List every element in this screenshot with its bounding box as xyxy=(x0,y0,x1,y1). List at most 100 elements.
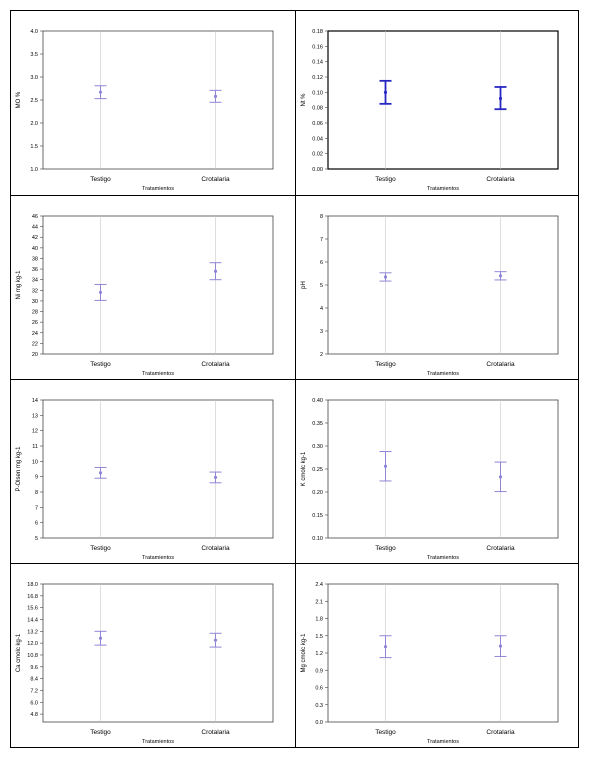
figure-grid: 1.0 1.5 2.0 2.5 3.0 3.5 4.0 MO % Testigo Crotalar… xyxy=(10,10,579,748)
mean-point xyxy=(98,636,103,640)
y-tick-label: 7.2 xyxy=(30,688,38,694)
x-tick-label: Testigo xyxy=(375,176,396,183)
y-tick-label: 6.0 xyxy=(30,700,38,706)
y-tick-label: 4.0 xyxy=(30,29,38,35)
y-tick-label: 4.8 xyxy=(30,712,38,718)
plot-frame xyxy=(327,399,559,539)
y-tick-label: 18.0 xyxy=(27,582,38,588)
y-tick-label: 0.6 xyxy=(315,686,323,692)
mean-point xyxy=(213,638,218,642)
y-tick-label: 0.08 xyxy=(312,106,323,112)
y-tick-label: 8 xyxy=(35,490,38,496)
chart-svg: 5 6 7 8 9 10 11 12 13 14 P-Olsen mg kg-1 Testigo Cro… xyxy=(16,398,274,561)
x-tick-label: Crotalaria xyxy=(486,729,515,736)
y-tick-label: 20 xyxy=(32,352,38,358)
plot-frame xyxy=(327,215,559,355)
x-tick-label: Testigo xyxy=(375,545,396,552)
y-tick-label: 2.0 xyxy=(30,121,38,127)
y-tick-label: 0.10 xyxy=(312,536,323,542)
mean-point xyxy=(213,94,218,98)
y-tick-label: 8 xyxy=(320,214,323,220)
y-tick-label: 34 xyxy=(32,278,38,284)
y-tick-label: 0.02 xyxy=(312,152,323,158)
chart-svg: 0.00 0.02 0.04 0.06 0.08 0.10 0.12 0.14 0.16 0.18… xyxy=(301,29,559,192)
y-axis-label: Ni mg kg-1 xyxy=(16,270,22,300)
y-tick-label: 30 xyxy=(32,299,38,305)
y-tick-label: 38 xyxy=(32,256,38,262)
y-tick-label: 1.2 xyxy=(315,651,323,657)
x-tick-label: Testigo xyxy=(375,361,396,368)
y-tick-label: 13.2 xyxy=(27,629,38,635)
panel-mo: 1.0 1.5 2.0 2.5 3.0 3.5 4.0 MO % Testigo Crotalar… xyxy=(11,11,295,195)
y-tick-label: 11 xyxy=(32,444,38,450)
y-tick-label: 0.30 xyxy=(312,444,323,450)
x-tick-label: Crotalaria xyxy=(486,545,515,552)
x-axis-label: Tratamientos xyxy=(427,371,459,377)
plot-frame xyxy=(327,583,559,723)
y-tick-label: 1.5 xyxy=(315,634,323,640)
y-tick-label: 0.0 xyxy=(315,720,323,726)
y-tick-label: 2.1 xyxy=(315,599,323,605)
y-tick-label: 2.4 xyxy=(315,582,323,588)
x-tick-label: Testigo xyxy=(375,729,396,736)
y-tick-label: 14.4 xyxy=(27,617,38,623)
plot-frame xyxy=(42,215,274,355)
x-tick-label: Testigo xyxy=(90,176,111,183)
y-tick-label: 6 xyxy=(320,260,323,266)
y-tick-label: 10 xyxy=(32,459,38,465)
y-tick-label: 36 xyxy=(32,267,38,273)
mean-point xyxy=(383,645,388,649)
y-tick-label: 0.04 xyxy=(312,136,323,142)
y-tick-label: 0.10 xyxy=(312,90,323,96)
y-tick-label: 5 xyxy=(320,283,323,289)
x-tick-label: Crotalaria xyxy=(486,176,515,183)
y-tick-label: 2 xyxy=(320,352,323,358)
mean-point xyxy=(213,269,218,273)
y-tick-label: 16.8 xyxy=(27,594,38,600)
plot-frame xyxy=(42,583,274,723)
y-tick-label: 32 xyxy=(32,288,38,294)
panel-mg: 0.0 0.3 0.6 0.9 1.2 1.5 1.8 2.1 2.4 Mg cmolc kg-1… xyxy=(296,564,580,748)
y-tick-label: 0.16 xyxy=(312,44,323,50)
y-axis-label: pH xyxy=(301,281,307,289)
mean-point xyxy=(498,475,503,479)
chart-svg: 2 3 4 5 6 7 8 pH Testigo Crotalaria Tratamientos xyxy=(301,214,559,377)
mean-point xyxy=(98,471,103,475)
y-tick-label: 28 xyxy=(32,310,38,316)
mean-point xyxy=(383,464,388,468)
y-tick-label: 0.3 xyxy=(315,703,323,709)
y-tick-label: 0.15 xyxy=(312,513,323,519)
y-tick-label: 7 xyxy=(320,237,323,243)
x-tick-label: Crotalaria xyxy=(486,361,515,368)
y-tick-label: 1.5 xyxy=(30,144,38,150)
x-tick-label: Testigo xyxy=(90,545,111,552)
y-tick-label: 0.9 xyxy=(315,668,323,674)
y-axis-label: MO % xyxy=(16,91,22,108)
y-tick-label: 42 xyxy=(32,235,38,241)
y-tick-label: 3.0 xyxy=(30,75,38,81)
y-tick-label: 0.00 xyxy=(312,167,323,173)
y-axis-label: K cmolc kg-1 xyxy=(301,451,307,486)
y-tick-label: 26 xyxy=(32,320,38,326)
y-axis-label: Nt % xyxy=(301,93,307,107)
x-axis-label: Tratamientos xyxy=(427,555,459,561)
x-tick-label: Testigo xyxy=(90,361,111,368)
y-tick-label: 24 xyxy=(32,331,38,337)
y-tick-label: 0.40 xyxy=(312,398,323,404)
y-tick-label: 0.12 xyxy=(312,75,323,81)
chart-svg: 1.0 1.5 2.0 2.5 3.0 3.5 4.0 MO % Testigo Crotalar… xyxy=(16,29,274,192)
y-tick-label: 6 xyxy=(35,521,38,527)
grid-divider-row-3 xyxy=(11,563,578,564)
panel-p-olsen: 5 6 7 8 9 10 11 12 13 14 P-Olsen mg kg-1 Testigo Cro… xyxy=(11,380,295,564)
chart-svg: 0.0 0.3 0.6 0.9 1.2 1.5 1.8 2.1 2.4 Mg cmolc kg-1… xyxy=(301,582,559,745)
x-tick-label: Crotalaria xyxy=(201,729,230,736)
panel-ni: 20 22 24 26 28 30 32 34 36 38 40 42 44 46 Ni mg kg-1 Te… xyxy=(11,196,295,380)
y-tick-label: 9 xyxy=(35,475,38,481)
y-tick-label: 22 xyxy=(32,341,38,347)
plot-frame xyxy=(327,30,559,170)
y-tick-label: 0.25 xyxy=(312,467,323,473)
panel-nt: 0.00 0.02 0.04 0.06 0.08 0.10 0.12 0.14 0.16 0.18… xyxy=(296,11,580,195)
y-tick-label: 0.06 xyxy=(312,121,323,127)
y-tick-label: 14 xyxy=(32,398,38,404)
panel-ca: 4.8 6.0 7.2 8.4 9.6 10.8 12.0 13.2 14.4 15.6 16.8 1… xyxy=(11,564,295,748)
